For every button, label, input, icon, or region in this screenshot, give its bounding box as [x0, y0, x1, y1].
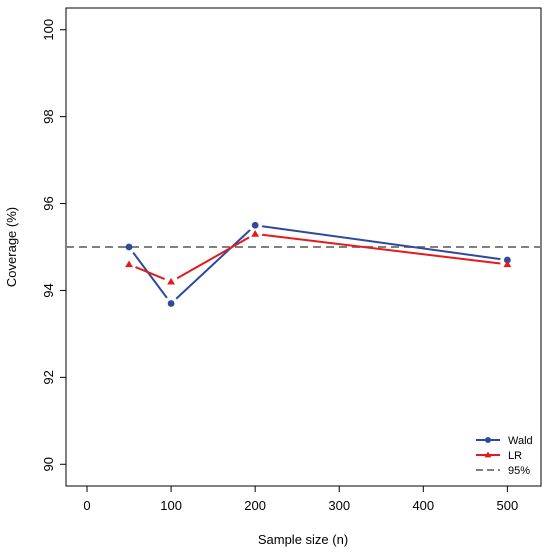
series-wald-point	[503, 256, 511, 264]
legend-reference-label: 95%	[508, 465, 530, 477]
y-tick-label: 92	[41, 370, 56, 384]
series-lr-point	[167, 277, 175, 285]
legend: Wald LR 95%	[476, 435, 533, 477]
series-wald	[125, 221, 511, 307]
x-axis-label: Sample size (n)	[258, 532, 348, 547]
series-layer	[125, 221, 512, 307]
y-tick-label: 90	[41, 457, 56, 471]
series-wald-segment	[132, 252, 168, 299]
series-lr	[125, 230, 512, 285]
legend-wald-marker	[485, 437, 491, 443]
y-tick-label: 96	[41, 196, 56, 210]
legend-lr-label: LR	[508, 450, 522, 462]
legend-wald-label: Wald	[508, 435, 533, 447]
y-tick-label: 98	[41, 109, 56, 123]
series-lr-point	[251, 230, 260, 237]
series-wald-point	[167, 300, 175, 307]
legend-lr-marker	[484, 451, 492, 458]
x-tick-label: 500	[497, 498, 519, 513]
series-lr-segment	[135, 266, 166, 281]
series-lr-segment	[261, 233, 501, 265]
series-wald-segment	[261, 225, 501, 261]
series-lr-point	[125, 260, 133, 268]
y-tick-label: 100	[41, 19, 56, 41]
x-tick-label: 100	[160, 498, 182, 513]
series-lr-segment	[176, 236, 250, 280]
series-lr-point	[503, 260, 512, 268]
y-axis-label: Coverage (%)	[4, 207, 19, 287]
x-tick-label: 200	[244, 498, 266, 513]
x-tick-label: 300	[328, 498, 350, 513]
series-wald-point	[251, 221, 259, 229]
series-wald-point	[125, 243, 133, 251]
x-tick-label: 0	[83, 498, 90, 513]
axes-layer: 0 100 200 300 400 500 90 92 94 96 98 100	[41, 19, 518, 513]
x-tick-label: 400	[412, 498, 434, 513]
series-wald-segment	[175, 229, 251, 300]
y-tick-label: 94	[41, 283, 56, 297]
